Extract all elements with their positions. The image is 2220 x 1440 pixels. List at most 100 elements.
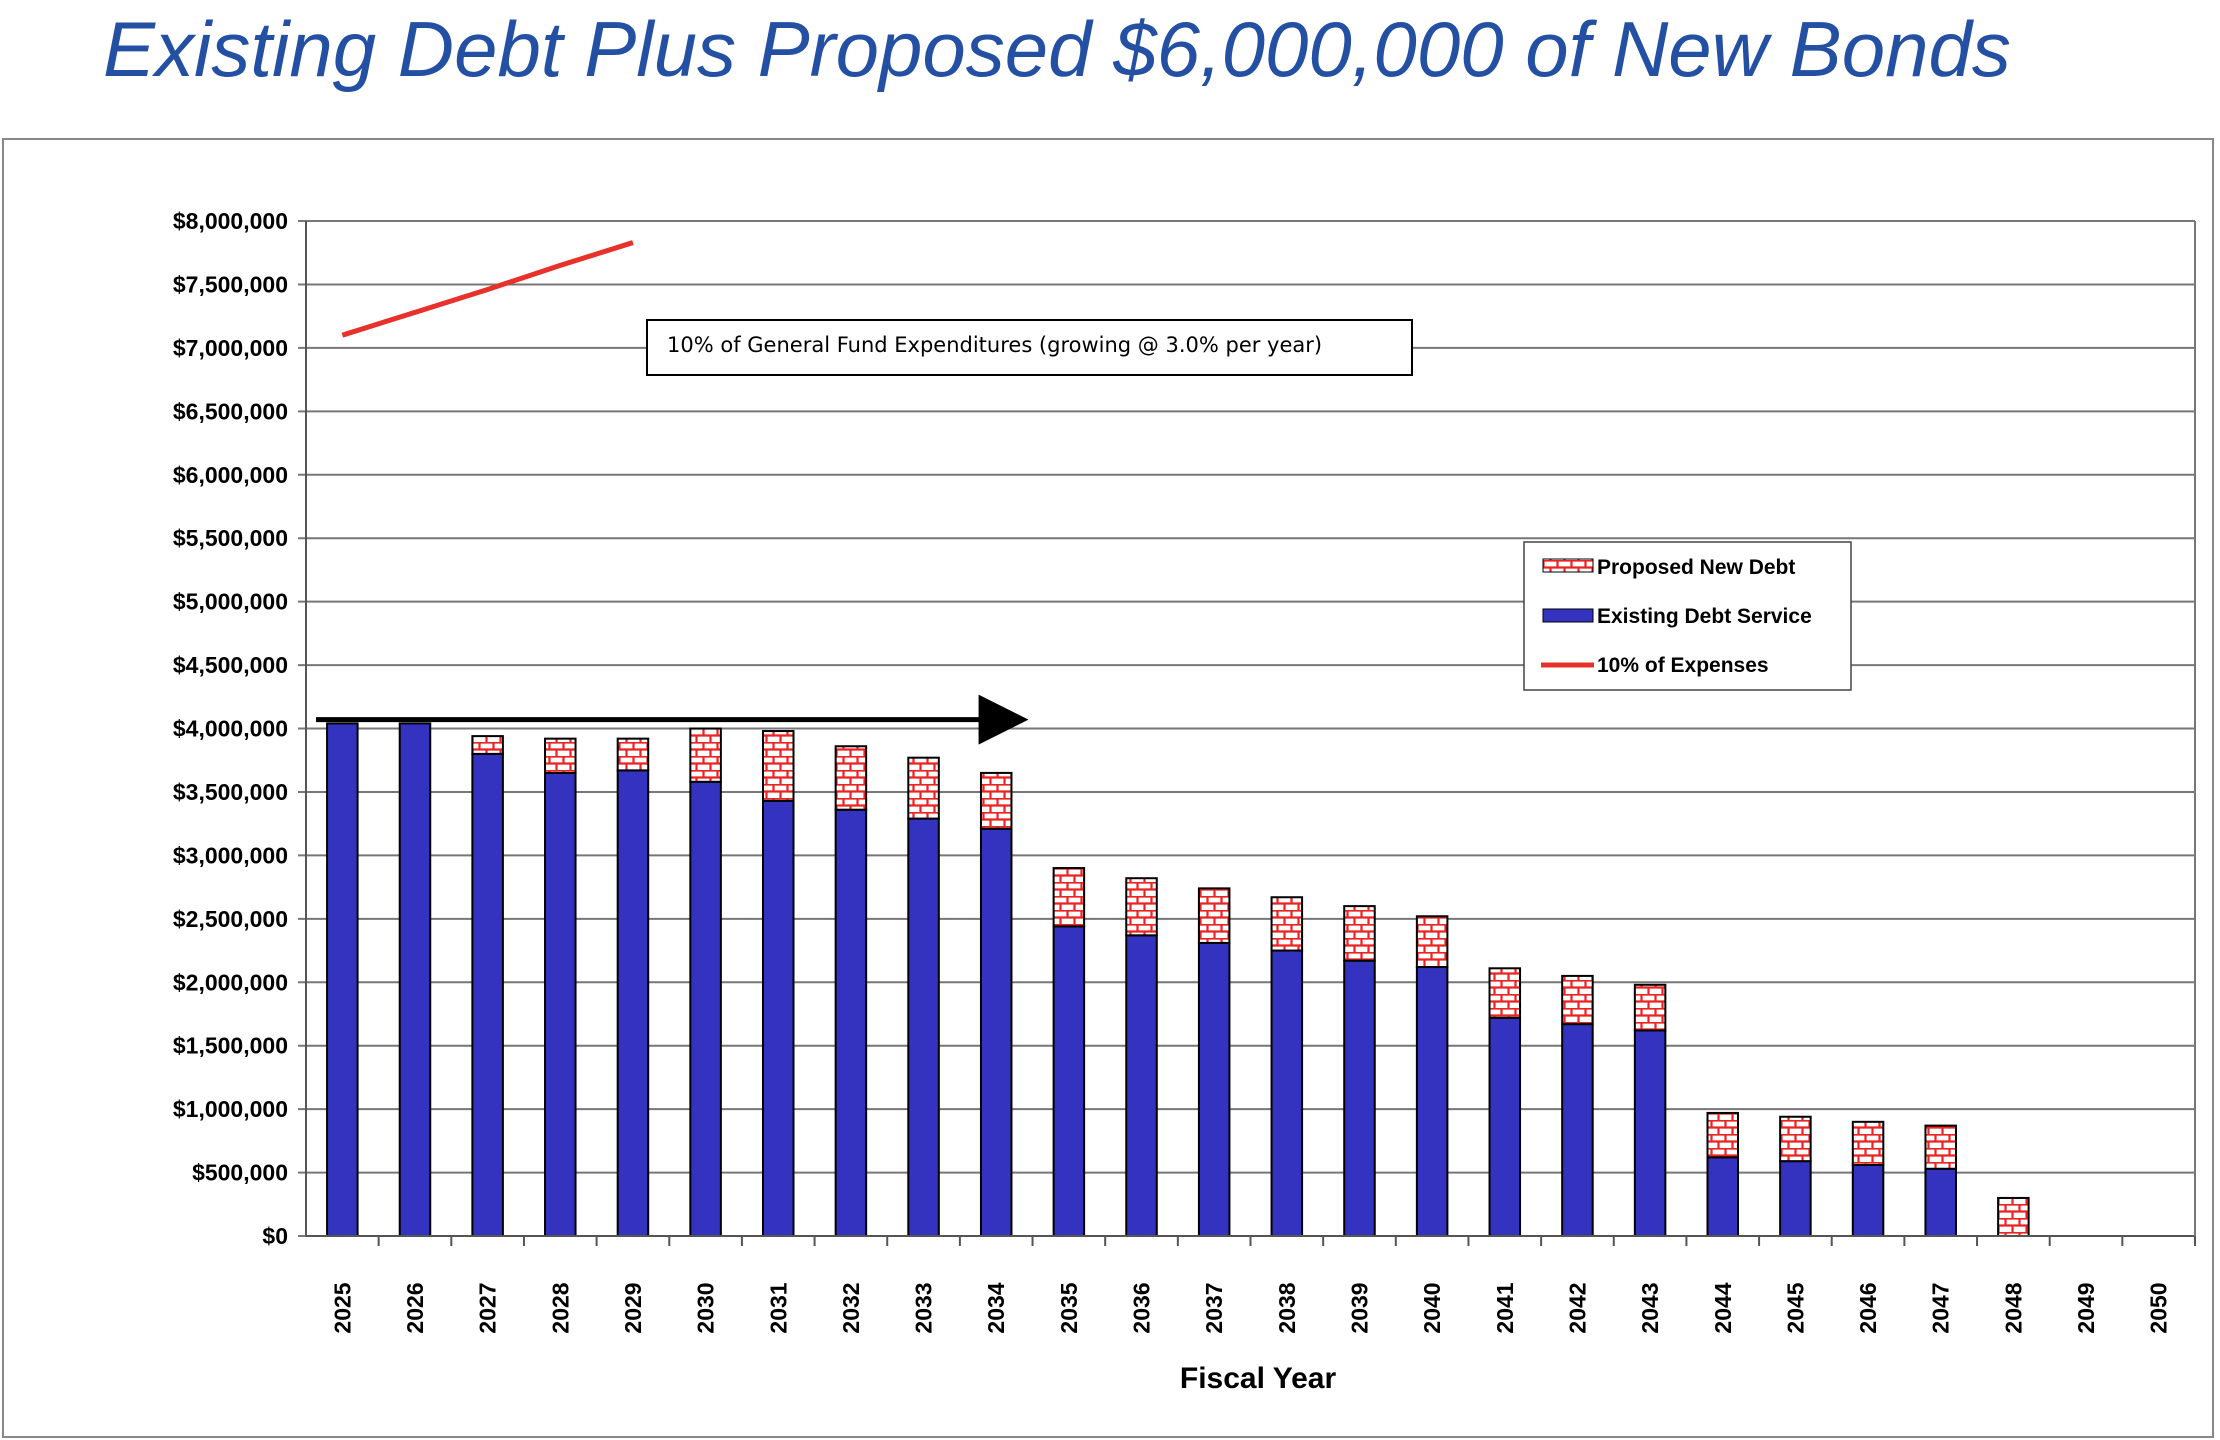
bar-proposed-2042: [1561, 974, 1594, 1026]
x-tick-label: 2042: [1564, 1282, 1590, 1333]
bar-proposed-2027: [471, 735, 504, 755]
bar-existing-2036: [1125, 934, 1158, 1238]
x-tick-label: 2041: [1492, 1282, 1518, 1333]
bar-proposed-2028: [544, 737, 577, 774]
y-tick-label: $5,500,000: [173, 525, 288, 551]
bar-proposed-2048: [1997, 1196, 2030, 1237]
bar-proposed-2031: [761, 730, 795, 802]
page-title: Existing Debt Plus Proposed $6,000,000 o…: [103, 5, 2011, 93]
bar-existing-2041: [1488, 1016, 1522, 1238]
bar-proposed-2029: [616, 737, 650, 772]
y-tick-label: $7,000,000: [173, 335, 288, 361]
x-tick-label: 2034: [983, 1282, 1009, 1333]
x-tick-label: 2030: [693, 1282, 719, 1333]
x-tick-label: 2050: [2146, 1282, 2172, 1333]
legend-swatch-proposed: [1542, 558, 1594, 573]
x-tick-label: 2048: [2000, 1282, 2026, 1333]
bar-existing-2043: [1633, 1029, 1667, 1238]
legend: Proposed New Debt Existing Debt Service …: [1523, 541, 1852, 691]
x-tick-label: 2025: [329, 1282, 355, 1333]
bar-existing-2034: [979, 827, 1013, 1237]
bar-existing-2047: [1924, 1167, 1957, 1237]
bar-existing-2038: [1270, 949, 1304, 1237]
y-tick-label: $1,500,000: [173, 1033, 288, 1059]
x-tick-label: 2035: [1056, 1282, 1082, 1333]
x-tick-label: 2032: [838, 1282, 864, 1333]
bar-proposed-2046: [1851, 1120, 1885, 1166]
x-tick-label: 2028: [547, 1282, 573, 1333]
x-tick-label: 2036: [1129, 1282, 1155, 1333]
x-tick-label: 2026: [402, 1282, 428, 1333]
bar-proposed-2036: [1125, 877, 1158, 937]
x-tick-label: 2049: [2073, 1282, 2099, 1333]
bar-proposed-2033: [907, 756, 940, 820]
line-10pct-expenses: [341, 240, 634, 338]
bar-proposed-2045: [1779, 1115, 1812, 1163]
bar-proposed-2043: [1633, 983, 1667, 1032]
x-tick-label: 2040: [1419, 1282, 1445, 1333]
bar-proposed-2044: [1706, 1111, 1740, 1159]
x-tick-label: 2029: [620, 1282, 646, 1333]
bar-existing-2027: [471, 752, 504, 1237]
bar-proposed-2047: [1924, 1124, 1957, 1170]
legend-label-existing: Existing Debt Service: [1597, 605, 1812, 628]
legend-label-line: 10% of Expenses: [1597, 654, 1769, 677]
x-tick-label: 2044: [1710, 1282, 1736, 1333]
y-tick-label: $4,500,000: [173, 652, 288, 678]
bar-existing-2046: [1851, 1163, 1885, 1237]
x-tick-label: 2039: [1346, 1282, 1372, 1333]
y-tick-label: $1,000,000: [173, 1096, 288, 1122]
bar-proposed-2037: [1197, 887, 1231, 944]
bar-existing-2032: [834, 808, 868, 1237]
bar-existing-2033: [907, 817, 940, 1237]
bar-proposed-2034: [979, 771, 1013, 830]
bar-existing-2029: [616, 769, 650, 1238]
bar-existing-2028: [544, 771, 577, 1237]
y-tick-label: $6,500,000: [173, 398, 288, 424]
x-tick-label: 2027: [475, 1282, 501, 1333]
x-tick-label: 2038: [1274, 1282, 1300, 1333]
bar-existing-2035: [1052, 925, 1086, 1237]
bar-existing-2026: [398, 722, 432, 1237]
y-tick-label: $5,000,000: [173, 589, 288, 615]
x-tick-label: 2047: [1928, 1282, 1954, 1333]
x-tick-label: 2033: [911, 1282, 937, 1333]
y-tick-label: $0: [262, 1223, 288, 1249]
bar-existing-2037: [1197, 941, 1231, 1237]
y-tick-label: $8,000,000: [173, 208, 288, 234]
y-tick-label: $3,000,000: [173, 842, 288, 868]
bar-existing-2039: [1343, 959, 1376, 1238]
annotation-text: 10% of General Fund Expenditures (growin…: [667, 333, 1322, 357]
bar-proposed-2041: [1488, 967, 1522, 1019]
bar-existing-2040: [1415, 966, 1449, 1238]
y-tick-label: $2,500,000: [173, 906, 288, 932]
bar-proposed-2039: [1343, 905, 1376, 962]
y-tick-label: $3,500,000: [173, 779, 288, 805]
annotation-box: 10% of General Fund Expenditures (growin…: [646, 319, 1413, 376]
y-tick-label: $2,000,000: [173, 969, 288, 995]
x-tick-label: 2043: [1637, 1282, 1663, 1333]
x-tick-label: 2045: [1782, 1282, 1808, 1333]
bar-existing-2045: [1779, 1160, 1812, 1238]
bar-proposed-2038: [1270, 896, 1304, 952]
bar-existing-2044: [1706, 1156, 1740, 1238]
x-axis-label: Fiscal Year: [1180, 1362, 1337, 1395]
x-tick-label: 2037: [1201, 1282, 1227, 1333]
y-tick-label: $7,500,000: [173, 271, 288, 297]
y-tick-label: $6,000,000: [173, 462, 288, 488]
x-tick-label: 2046: [1855, 1282, 1881, 1333]
bar-proposed-2032: [834, 745, 868, 811]
y-tick-label: $500,000: [192, 1160, 288, 1186]
legend-label-proposed: Proposed New Debt: [1597, 556, 1795, 579]
bar-existing-2030: [689, 780, 722, 1237]
bar-existing-2042: [1561, 1023, 1594, 1238]
legend-swatch-existing: [1542, 608, 1594, 623]
x-tick-label: 2031: [765, 1282, 791, 1333]
bar-existing-2031: [761, 799, 795, 1237]
bar-proposed-2040: [1415, 915, 1449, 969]
bar-proposed-2035: [1052, 867, 1086, 928]
y-tick-label: $4,000,000: [173, 716, 288, 742]
bar-existing-2025: [326, 722, 359, 1237]
bar-proposed-2030: [689, 727, 722, 783]
